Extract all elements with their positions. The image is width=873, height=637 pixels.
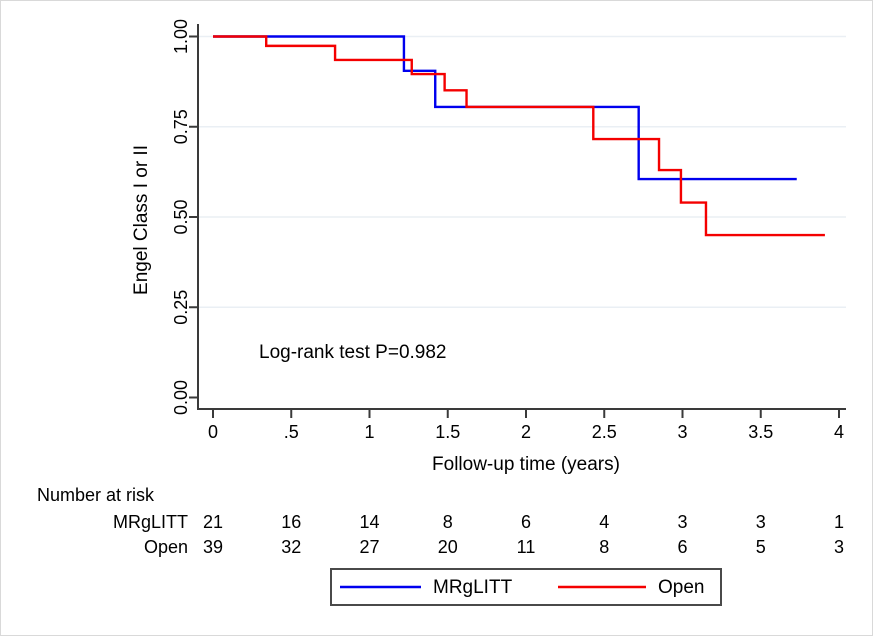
risk-value: 20 [438,537,458,557]
x-tick-label: 4 [834,422,844,442]
risk-table-title: Number at risk [37,485,155,505]
risk-value: 3 [834,537,844,557]
risk-value: 11 [517,537,536,557]
risk-value: 8 [443,512,453,532]
risk-row-label-mrglitt: MRgLITT [113,512,188,532]
x-tick-label: 2.5 [592,422,617,442]
risk-table-values: 21 16 14 8 6 4 3 3 1 39 32 27 20 11 8 6 5 3 [203,512,844,557]
y-tick-label: 0.50 [171,199,191,234]
risk-value: 32 [281,537,301,557]
x-tick-label: 0 [208,422,218,442]
survival-curve-mrglitt [213,35,797,181]
risk-row-label-open: Open [144,537,188,557]
x-tick-label: .5 [284,422,299,442]
x-tick-label: 1.5 [435,422,460,442]
x-axis-title: Follow-up time (years) [432,454,620,475]
risk-value: 5 [756,537,766,557]
gridlines [198,35,846,308]
risk-value: 3 [677,512,687,532]
risk-value: 39 [203,537,223,557]
risk-value: 6 [521,512,531,532]
risk-value: 8 [599,537,609,557]
y-tick-label: 1.00 [171,19,191,54]
risk-value: 27 [359,537,379,557]
x-tick-label: 3.5 [748,422,773,442]
y-axis-title: Engel Class I or II [131,145,152,295]
x-tick-label: 1 [364,422,374,442]
y-tick-label: 0.25 [171,290,191,325]
survival-curves [213,35,825,237]
risk-value: 21 [203,512,223,532]
logrank-annotation: Log-rank test P=0.982 [259,342,447,363]
survival-curve-open [213,35,825,237]
risk-value: 16 [281,512,301,532]
y-tick-label: 0.75 [171,109,191,144]
risk-value: 4 [599,512,609,532]
x-tick-label: 2 [521,422,531,442]
y-tick-label: 0.00 [171,380,191,415]
risk-value: 3 [756,512,766,532]
legend: MRgLITT Open [330,568,722,606]
legend-label-open: Open [658,577,704,598]
risk-value: 14 [359,512,379,532]
legend-label-mrglitt: MRgLITT [433,577,513,598]
risk-value: 1 [834,512,844,532]
x-tick-label: 3 [677,422,687,442]
risk-value: 6 [677,537,687,557]
axes: 0.00 0.25 0.50 0.75 1.00 0 .5 1 1.5 2 2.5 3 3.5 4 [171,19,846,442]
